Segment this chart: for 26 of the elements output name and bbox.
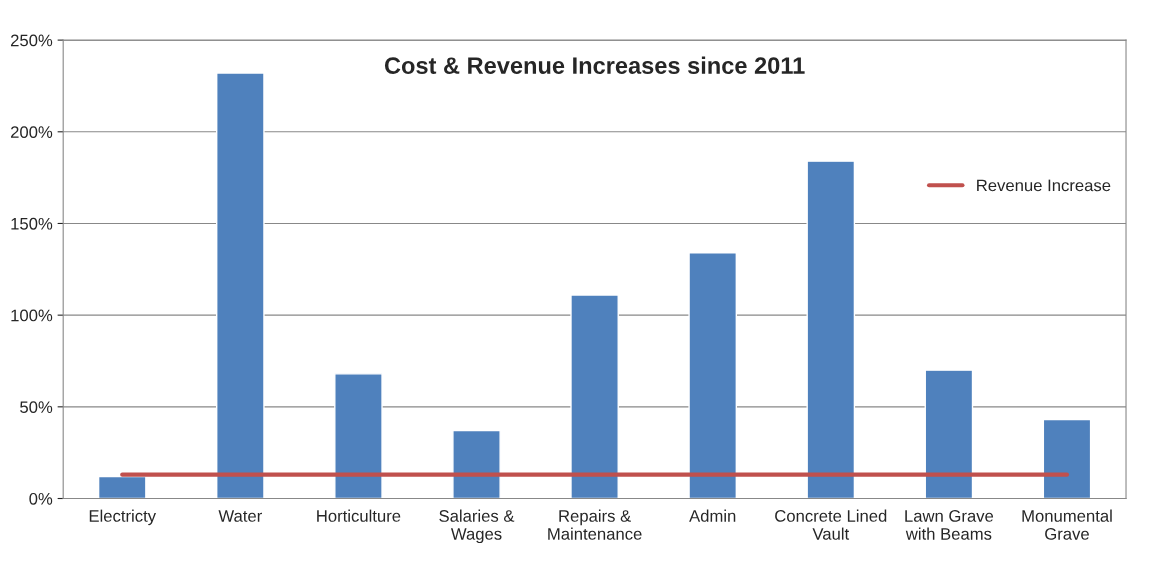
- y-tick-label: 100%: [11, 309, 53, 322]
- bar: [806, 160, 856, 499]
- x-tick-label: Repairs & Maintenance: [548, 509, 642, 540]
- text: Cost & Revenue Increases since 2011: [384, 56, 805, 74]
- x-tick-label: Water: [218, 510, 262, 522]
- x-tick-label: Admin: [689, 509, 736, 522]
- bar: [97, 475, 147, 499]
- y-tick-label: 150%: [11, 217, 53, 230]
- x-tick-label: Horticulture: [317, 509, 401, 522]
- bar: [216, 72, 265, 499]
- y-tick-label: 50%: [20, 401, 53, 414]
- bar: [452, 429, 501, 499]
- y-tick-label: 0%: [29, 492, 53, 505]
- x-tick-label: Monumental Grave: [1022, 509, 1112, 540]
- x-tick-label: Lawn Grave with Beams: [905, 510, 994, 540]
- bar: [688, 252, 738, 499]
- x-tick-label: Salaries & Wages: [439, 509, 515, 544]
- x-tick-label: Electricty: [89, 509, 157, 526]
- y-tick-label: 200%: [10, 126, 53, 138]
- bar: [570, 294, 619, 499]
- y-tick-label: 250%: [10, 34, 53, 47]
- bar: [1042, 418, 1092, 499]
- bar: [924, 369, 974, 499]
- x-tick-label: Concrete Lined Vault: [775, 509, 887, 540]
- legend-label: Revenue Increase: [977, 179, 1111, 192]
- bar: [334, 373, 383, 499]
